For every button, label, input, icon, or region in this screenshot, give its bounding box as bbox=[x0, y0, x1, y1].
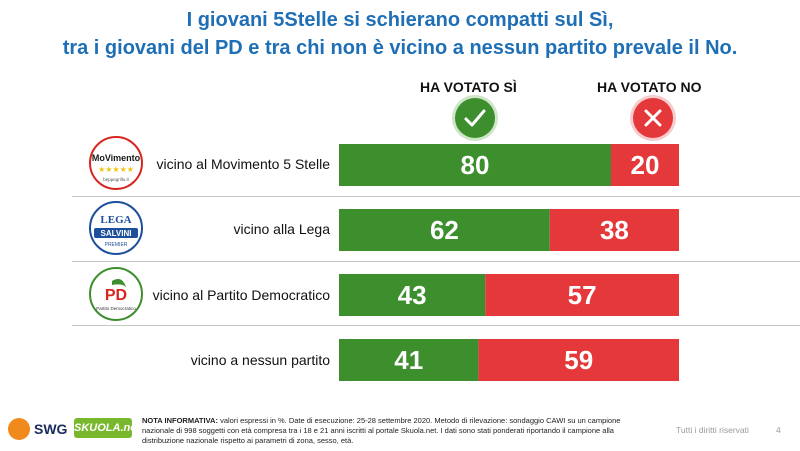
row-label-none: vicino a nessun partito bbox=[190, 352, 330, 368]
svg-text:★★★★★: ★★★★★ bbox=[98, 165, 134, 174]
note-label: NOTA INFORMATIVA: bbox=[142, 416, 218, 425]
pd-logo: PD Partito Democratico bbox=[82, 267, 150, 321]
bar-label-yes-2: 43 bbox=[398, 280, 427, 310]
row-label-lega: vicino alla Lega bbox=[233, 221, 330, 237]
bar-no-0 bbox=[611, 144, 679, 186]
bar-label-no-3: 59 bbox=[564, 345, 593, 375]
lega-logo-premier: PREMIER bbox=[105, 242, 128, 248]
m5s-logo: MoVimento ★★★★★ beppegrillo.it bbox=[82, 136, 150, 190]
row-divider bbox=[72, 196, 800, 197]
bar-yes-0 bbox=[339, 144, 611, 186]
bar-label-no-2: 57 bbox=[568, 280, 597, 310]
bar-no-3 bbox=[478, 339, 679, 381]
informative-note: NOTA INFORMATIVA: valori espressi in %. … bbox=[142, 416, 622, 446]
bar-label-no-0: 20 bbox=[631, 150, 660, 180]
rights-reserved: Tutti i diritti riservati bbox=[676, 425, 749, 435]
swg-logo-text: SWG bbox=[34, 421, 68, 437]
m5s-logo-text: MoVimento bbox=[92, 153, 141, 163]
bar-no-2 bbox=[485, 274, 679, 316]
m5s-logo-url: beppegrillo.it bbox=[103, 177, 129, 182]
swg-logo-icon bbox=[8, 418, 30, 440]
bar-yes-3 bbox=[339, 339, 479, 381]
skuola-logo: SKUOLA.net bbox=[74, 418, 140, 438]
bar-label-yes-3: 41 bbox=[394, 345, 423, 375]
pd-logo-caption: Partito Democratico bbox=[96, 306, 136, 311]
row-label-m5s: vicino al Movimento 5 Stelle bbox=[156, 156, 330, 172]
row-label-pd: vicino al Partito Democratico bbox=[152, 287, 330, 303]
bar-yes-2 bbox=[339, 274, 486, 316]
bar-yes-1 bbox=[339, 209, 550, 251]
page-number: 4 bbox=[776, 425, 781, 435]
legend-no-label: HA VOTATO NO bbox=[597, 79, 702, 95]
bar-no-1 bbox=[549, 209, 679, 251]
bars-group: 80 20 62 38 43 57 41 59 bbox=[339, 144, 679, 381]
legend-yes-label: HA VOTATO SÌ bbox=[420, 79, 517, 95]
row-divider bbox=[72, 261, 800, 262]
lega-logo-text: LEGA bbox=[100, 214, 131, 226]
pd-logo-text: PD bbox=[105, 287, 127, 304]
row-divider bbox=[72, 325, 800, 326]
lega-logo-salvini: SALVINI bbox=[101, 229, 132, 238]
note-text: valori espressi in %. Date di esecuzione… bbox=[142, 416, 621, 445]
title-line-1: I giovani 5Stelle si schierano compatti … bbox=[186, 9, 614, 31]
title-line-2: tra i giovani del PD e tra chi non è vic… bbox=[62, 37, 738, 59]
check-icon bbox=[455, 98, 495, 138]
lega-logo: LEGA SALVINI PREMIER bbox=[82, 201, 150, 255]
bar-label-no-1: 38 bbox=[600, 215, 629, 245]
page-title: I giovani 5Stelle si schierano compatti … bbox=[0, 6, 800, 62]
cross-icon bbox=[633, 98, 673, 138]
bar-label-yes-0: 80 bbox=[461, 150, 490, 180]
bar-label-yes-1: 62 bbox=[430, 215, 459, 245]
